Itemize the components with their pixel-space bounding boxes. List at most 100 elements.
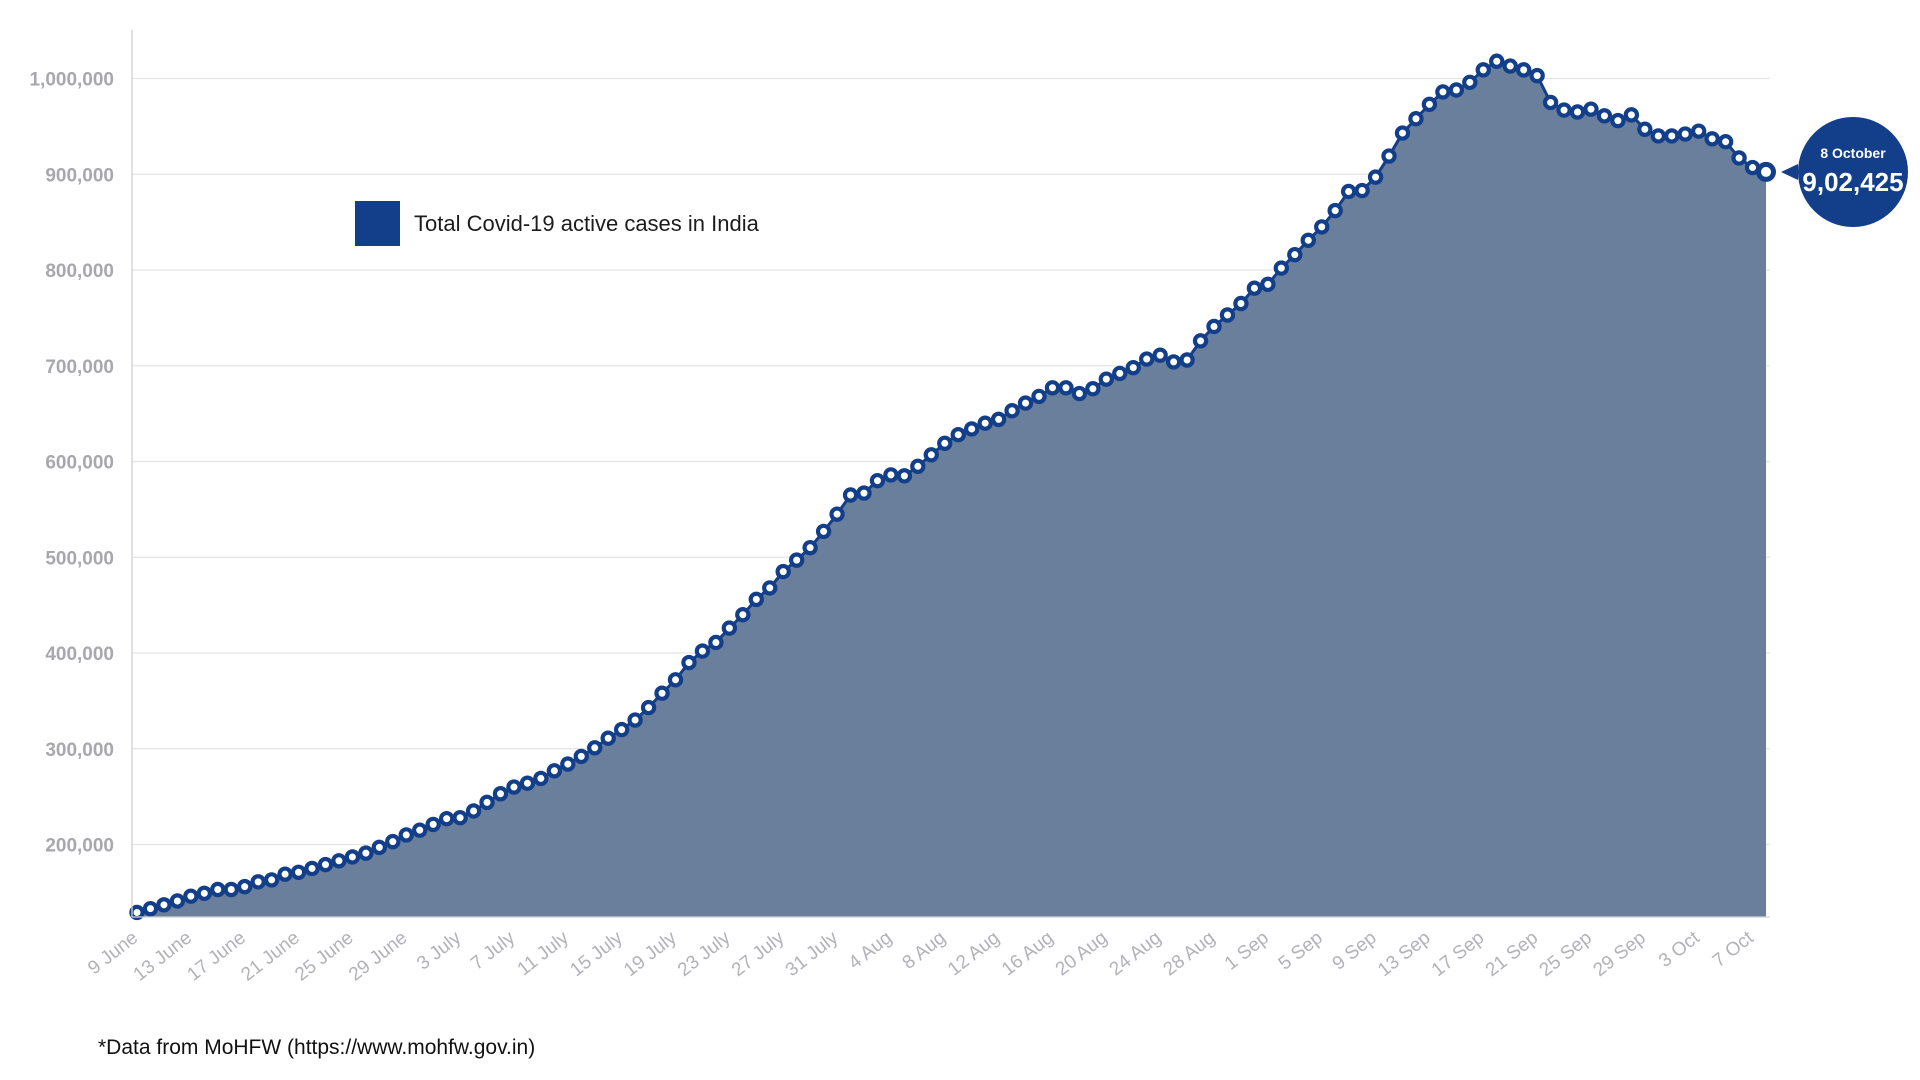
x-tick-label: 7 Oct xyxy=(1709,927,1758,972)
data-point xyxy=(1489,53,1505,69)
data-point xyxy=(236,878,253,895)
source-note: *Data from MoHFW (https://www.mohfw.gov.… xyxy=(98,1036,535,1059)
data-point xyxy=(371,839,388,856)
data-point xyxy=(1515,62,1532,78)
data-point xyxy=(627,712,643,728)
data-point xyxy=(223,881,239,898)
area-layer xyxy=(136,59,1767,917)
data-point xyxy=(317,856,334,873)
data-point xyxy=(762,580,778,596)
x-tick-label: 13 June xyxy=(130,927,196,985)
y-axis: 200,000 300,000 400,000 500,000 600,000 700,0… xyxy=(29,30,133,917)
data-point xyxy=(304,860,320,877)
data-point xyxy=(937,435,953,452)
data-point xyxy=(546,763,563,779)
data-point xyxy=(263,872,280,888)
legend-swatch xyxy=(355,201,400,246)
data-point xyxy=(210,881,226,898)
data-point xyxy=(1017,395,1034,411)
data-point xyxy=(613,721,630,738)
data-point xyxy=(1233,295,1249,312)
data-point xyxy=(829,506,845,522)
data-point xyxy=(573,748,589,765)
data-point xyxy=(452,809,468,826)
data-point xyxy=(1260,276,1276,293)
data-point xyxy=(990,411,1007,428)
data-point xyxy=(883,467,899,483)
data-point xyxy=(869,472,886,489)
data-point xyxy=(142,900,159,917)
data-point xyxy=(896,468,913,484)
data-point xyxy=(1071,385,1088,402)
data-point xyxy=(748,591,764,608)
data-point xyxy=(1650,128,1667,144)
x-tick-label: 3 July xyxy=(413,927,465,974)
data-point xyxy=(358,845,374,861)
data-point xyxy=(479,794,495,811)
data-point xyxy=(667,672,684,688)
x-tick-label: 25 Sep xyxy=(1536,927,1596,981)
x-tick-label: 5 Sep xyxy=(1275,927,1327,974)
data-point xyxy=(640,699,657,716)
data-point xyxy=(1717,133,1734,150)
y-tick-label: 200,000 xyxy=(45,836,114,857)
data-point xyxy=(735,607,751,623)
data-point xyxy=(1246,280,1263,296)
data-point xyxy=(1394,125,1411,141)
y-tick-label: 1,000,000 xyxy=(29,70,114,91)
x-tick-label: 29 Sep xyxy=(1590,927,1650,981)
data-point xyxy=(1273,260,1290,276)
data-point xyxy=(425,816,441,833)
data-point xyxy=(1408,111,1424,127)
data-point xyxy=(1125,359,1141,376)
data-point xyxy=(1529,67,1545,84)
data-point xyxy=(721,620,738,636)
x-tick-label: 12 Aug xyxy=(944,927,1004,980)
data-point xyxy=(910,458,926,474)
data-point xyxy=(412,822,428,838)
callout-circle xyxy=(1798,117,1908,227)
data-point xyxy=(506,779,522,795)
data-point xyxy=(1421,96,1438,113)
data-point xyxy=(398,827,414,843)
data-point xyxy=(1165,354,1182,370)
data-point xyxy=(290,864,307,880)
x-tick-label: 11 July xyxy=(514,927,574,980)
data-point xyxy=(681,654,697,671)
y-tick-label: 800,000 xyxy=(45,261,114,282)
x-tick-label: 23 July xyxy=(674,927,735,981)
data-point xyxy=(1623,107,1640,123)
data-points xyxy=(129,53,1776,921)
data-point xyxy=(1435,84,1451,100)
x-tick-label: 19 July xyxy=(620,927,681,981)
data-point xyxy=(1542,94,1559,111)
data-point xyxy=(1219,307,1236,323)
data-point xyxy=(1367,169,1384,185)
x-tick-label: 25 June xyxy=(291,927,357,985)
data-point xyxy=(1287,246,1303,263)
data-point xyxy=(183,888,199,904)
data-point xyxy=(169,893,186,909)
data-point xyxy=(1610,112,1626,129)
x-tick-label: 29 June xyxy=(345,927,411,985)
x-tick-label: 20 Aug xyxy=(1052,927,1112,980)
data-point xyxy=(1756,161,1776,182)
data-point xyxy=(1179,352,1195,368)
data-point xyxy=(1502,58,1518,74)
data-point xyxy=(1098,371,1115,387)
data-point xyxy=(1462,74,1478,91)
data-point xyxy=(438,810,455,827)
x-tick-label: 16 Aug xyxy=(998,927,1058,980)
x-tick-label: 21 Sep xyxy=(1482,927,1542,981)
data-point xyxy=(1664,128,1680,144)
data-point xyxy=(1583,101,1599,117)
y-tick-label: 600,000 xyxy=(45,453,114,474)
data-point xyxy=(385,833,401,850)
data-point xyxy=(1569,104,1586,120)
data-point xyxy=(1031,388,1047,405)
data-point xyxy=(1731,150,1747,166)
data-point xyxy=(465,803,482,819)
data-point xyxy=(1300,232,1316,249)
legend: Total Covid-19 active cases in India xyxy=(355,201,760,246)
y-tick-label: 900,000 xyxy=(45,165,114,186)
